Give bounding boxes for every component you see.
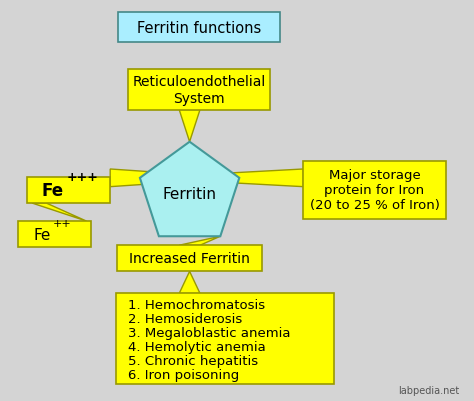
Text: +++: +++	[66, 170, 98, 183]
Polygon shape	[32, 203, 86, 221]
Text: labpedia.net: labpedia.net	[399, 385, 460, 395]
FancyBboxPatch shape	[128, 70, 270, 110]
Polygon shape	[179, 272, 200, 294]
FancyBboxPatch shape	[118, 13, 280, 43]
Polygon shape	[140, 142, 239, 237]
Text: 3. Megaloblastic anemia: 3. Megaloblastic anemia	[128, 326, 291, 339]
Text: Ferritin: Ferritin	[163, 187, 217, 202]
Text: 6. Iron poisoning: 6. Iron poisoning	[128, 368, 239, 381]
Text: Reticuloendothelial
System: Reticuloendothelial System	[132, 75, 266, 105]
Text: Ferritin functions: Ferritin functions	[137, 20, 261, 36]
FancyBboxPatch shape	[303, 161, 446, 220]
Polygon shape	[140, 170, 303, 187]
Text: Major storage
protein for Iron
(20 to 25 % of Iron): Major storage protein for Iron (20 to 25…	[310, 169, 439, 212]
FancyBboxPatch shape	[27, 177, 110, 203]
FancyBboxPatch shape	[116, 294, 334, 384]
Polygon shape	[179, 110, 200, 142]
FancyBboxPatch shape	[118, 245, 262, 272]
Text: Fe: Fe	[33, 227, 51, 242]
FancyBboxPatch shape	[18, 221, 91, 248]
Polygon shape	[179, 237, 220, 245]
Text: ++: ++	[53, 219, 72, 229]
Text: 1. Hemochromatosis: 1. Hemochromatosis	[128, 298, 265, 311]
Text: 5. Chronic hepatitis: 5. Chronic hepatitis	[128, 354, 258, 367]
Polygon shape	[110, 170, 239, 187]
Text: Increased Ferritin: Increased Ferritin	[129, 252, 250, 265]
Text: 2. Hemosiderosis: 2. Hemosiderosis	[128, 312, 242, 325]
Text: Fe: Fe	[42, 182, 64, 199]
Text: 4. Hemolytic anemia: 4. Hemolytic anemia	[128, 340, 266, 353]
